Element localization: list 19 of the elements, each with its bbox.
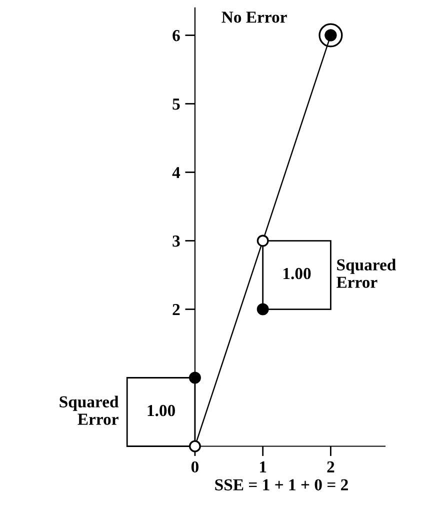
y-tick-label: 4 [172,167,180,178]
y-tick-label: 3 [172,236,180,247]
y-tick-label: 6 [172,30,180,42]
y-tick-label: 5 [172,98,180,110]
annotation: Squared Error [336,258,396,288]
x-tick-label: 2 [327,461,334,472]
x-axis-title: SSE = 1 + 1 + 0 = 2 [215,479,348,490]
y-tick-label: 2 [172,304,180,316]
annotation: No Error [222,12,287,23]
annotation: 1.00 [284,268,311,280]
point [318,23,343,48]
text: 1.00 [148,404,175,416]
x-tick-label: 1 [260,461,266,472]
text: Squared Error [60,396,119,425]
point [188,372,201,384]
point [188,440,201,452]
point [256,303,269,316]
point [256,234,269,247]
x-tick-label: 0 [191,461,198,473]
